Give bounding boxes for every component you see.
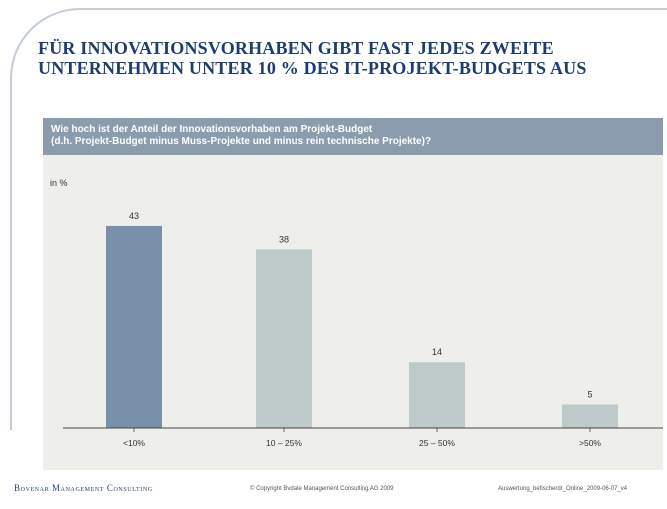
slide-title-line-1: FÜR INNOVATIONSVORHABEN GIBT FAST JEDES …	[38, 38, 554, 58]
data-label-3: 14	[432, 347, 442, 357]
x-tick-label-4: >50%	[579, 438, 601, 448]
bar-2	[256, 249, 312, 428]
x-tick-label-3: 25 – 50%	[419, 438, 455, 448]
data-label-2: 38	[279, 234, 289, 244]
bar-chart: 43 <10% 38 10 – 25% 14 25 – 50% 5 >50%	[63, 211, 663, 448]
slide-title-line-2: UNTERNEHMEN UNTER 10 % DES IT-PROJEKT-BU…	[38, 58, 587, 78]
bar-4	[562, 404, 618, 428]
decorative-frame	[10, 8, 667, 430]
slide-title: FÜR INNOVATIONSVORHABEN GIBT FAST JEDES …	[38, 38, 638, 78]
question-header: Wie hoch ist der Anteil der Innovationsv…	[43, 118, 663, 155]
x-tick-label-1: <10%	[123, 438, 145, 448]
unit-label: in %	[50, 178, 68, 188]
question-line-2: (d.h. Projekt-Budget minus Muss-Projekte…	[51, 136, 432, 147]
company-logo: Bovenar Management Consulting	[14, 483, 153, 493]
bar-1	[106, 225, 162, 428]
question-line-1: Wie hoch ist der Anteil der Innovationsv…	[51, 124, 373, 135]
source-note: Auswertung_befischerdr_Online_2009-06-07…	[498, 486, 628, 492]
x-tick-label-2: 10 – 25%	[266, 438, 302, 448]
data-label-4: 5	[587, 390, 592, 400]
data-label-1: 43	[129, 211, 139, 221]
bar-3	[409, 362, 465, 428]
copyright-note: © Copyright Bvdale Management Consulting…	[250, 486, 394, 492]
